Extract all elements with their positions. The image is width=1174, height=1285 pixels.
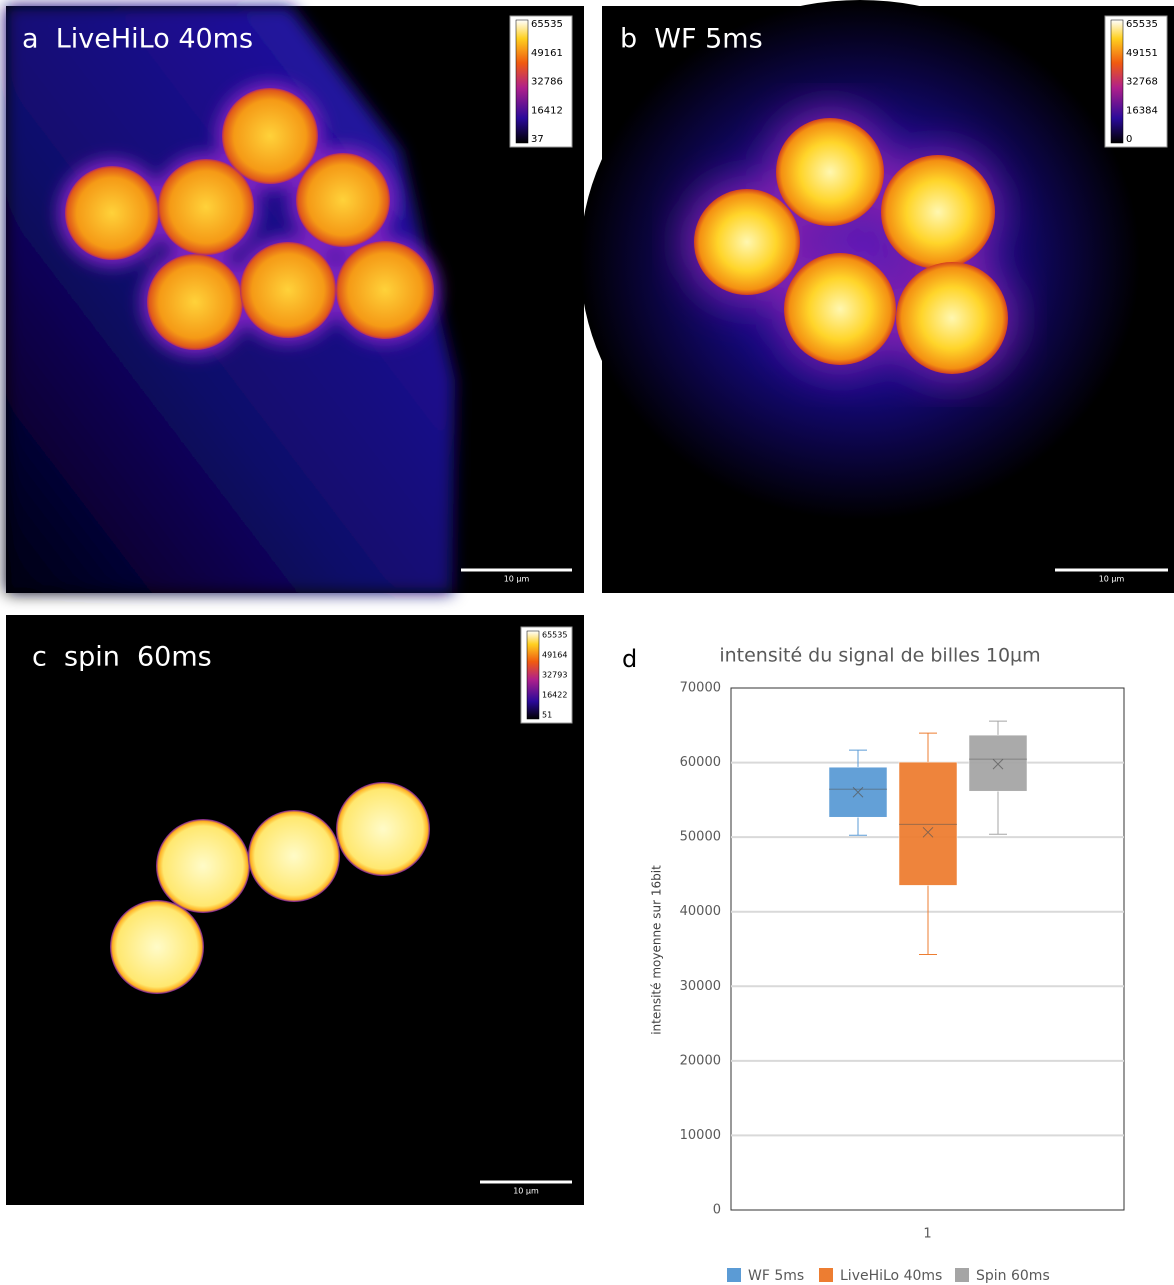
y-tick-label: 60000: [680, 755, 721, 770]
chart-title: intensité du signal de billes 10µm: [719, 645, 1040, 667]
colorbar: [1110, 19, 1124, 144]
colorbar-label: 32768: [1126, 77, 1158, 88]
colorbar-label: 0: [1126, 134, 1132, 145]
colorbar-label: 65535: [542, 631, 567, 640]
box: [898, 761, 958, 886]
colorbar-label: 32786: [531, 77, 563, 88]
colorbar-label: 16384: [1126, 105, 1158, 116]
y-axis-label: intensité moyenne sur 16bit: [650, 865, 664, 1035]
legend-label: WF 5ms: [748, 1268, 804, 1284]
legend-swatch: [955, 1268, 969, 1282]
mean-marker: [992, 758, 1004, 770]
panel-b-image: [580, 0, 1174, 593]
y-tick-label: 20000: [680, 1053, 721, 1068]
plot-frame: [730, 687, 1125, 1211]
colorbar: [526, 630, 540, 720]
scale-bar-label: 10 µm: [1099, 575, 1125, 584]
y-tick-label: 50000: [680, 830, 721, 845]
y-tick-label: 30000: [680, 979, 721, 994]
x-tick-label: 1: [923, 1227, 931, 1242]
colorbar-label: 49151: [1126, 48, 1158, 59]
colorbar-label: 16422: [542, 691, 567, 700]
colorbar-label: 49161: [531, 48, 563, 59]
mean-marker: [852, 786, 864, 798]
scale-bar-label: 10 µm: [513, 1187, 539, 1196]
legend-swatch: [727, 1268, 741, 1282]
panel-label: d: [622, 645, 637, 673]
box: [968, 734, 1028, 792]
colorbar-label: 32793: [542, 671, 567, 680]
panel-a-image: [6, 6, 584, 593]
colorbar-label: 65535: [531, 19, 563, 30]
colorbar-label: 49164: [542, 651, 567, 660]
colorbar-label: 37: [531, 134, 544, 145]
legend-swatch: [819, 1268, 833, 1282]
colorbar-label: 51: [542, 711, 552, 720]
colorbar-label: 16412: [531, 105, 563, 116]
colorbar: [515, 19, 529, 144]
panel-c-image: [6, 615, 584, 1205]
panel-label: c spin 60ms: [32, 642, 212, 673]
panel-label: a LiveHiLo 40ms: [22, 24, 253, 55]
legend-label: Spin 60ms: [976, 1268, 1050, 1284]
y-tick-label: 70000: [680, 681, 721, 696]
mean-marker: [922, 826, 934, 838]
y-tick-label: 40000: [680, 904, 721, 919]
colorbar-label: 65535: [1126, 19, 1158, 30]
scale-bar-label: 10 µm: [504, 575, 530, 584]
y-tick-label: 10000: [680, 1128, 721, 1143]
panel-label: b WF 5ms: [620, 24, 763, 55]
legend-label: LiveHiLo 40ms: [840, 1268, 942, 1284]
y-tick-label: 0: [713, 1203, 721, 1218]
